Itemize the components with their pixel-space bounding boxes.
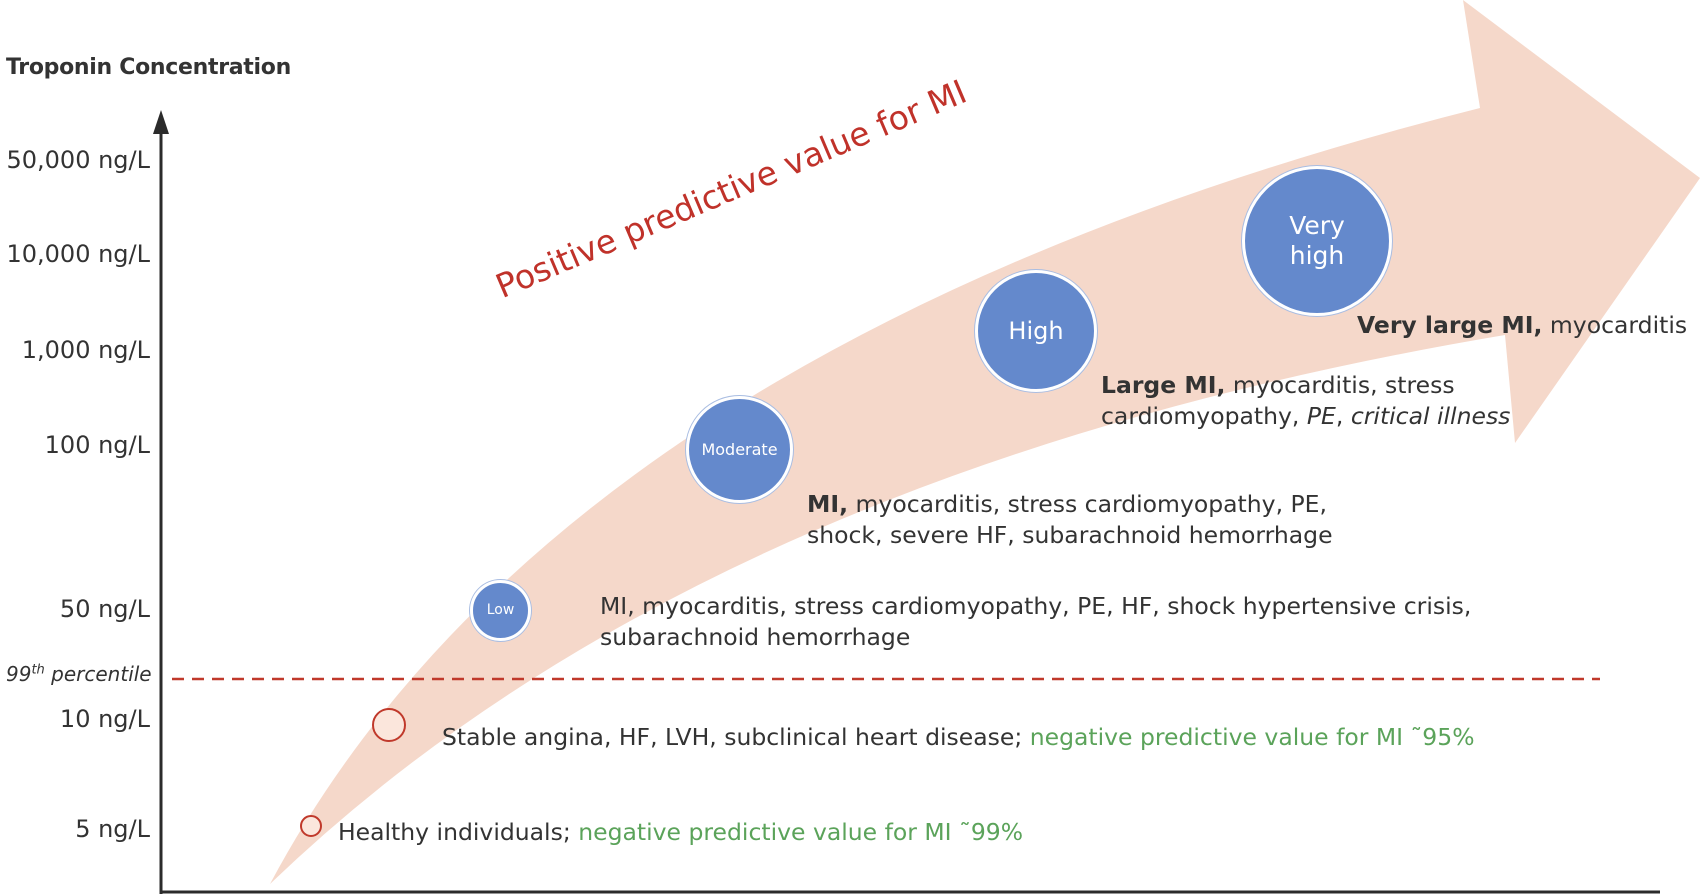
y-axis-title: Troponin Concentration bbox=[6, 55, 291, 80]
percentile-label: 99th percentile bbox=[6, 662, 152, 686]
y-axis-arrowhead bbox=[153, 110, 169, 134]
tick-label: 10 ng/L bbox=[59, 705, 150, 733]
desc-10: Stable angina, HF, LVH, subclinical hear… bbox=[442, 723, 1475, 751]
level-circle-high: High bbox=[975, 270, 1097, 392]
desc-very-high: Very large MI, myocarditis bbox=[1357, 311, 1688, 339]
level-label: Moderate bbox=[701, 439, 778, 459]
desc-low: MI, myocarditis, stress cardiomyopathy, … bbox=[600, 592, 1472, 651]
level-circle-low: Low bbox=[470, 580, 531, 641]
level-label: high bbox=[1289, 241, 1345, 270]
desc-high: Large MI, myocarditis, stress cardiomyop… bbox=[1101, 371, 1511, 430]
tick-label: 1,000 ng/L bbox=[21, 336, 150, 364]
desc-5: Healthy individuals; negative predictive… bbox=[338, 818, 1024, 846]
tick-label: 50,000 ng/L bbox=[6, 146, 150, 174]
level-circle-very-high: Very high bbox=[1242, 166, 1392, 316]
tick-label: 5 ng/L bbox=[75, 815, 150, 843]
tick-label: 100 ng/L bbox=[44, 431, 150, 459]
level-label: Low bbox=[486, 602, 515, 619]
level-label: High bbox=[1008, 316, 1064, 345]
tick-label: 10,000 ng/L bbox=[6, 240, 150, 268]
tick-label: 50 ng/L bbox=[59, 595, 150, 623]
level-ring-5 bbox=[300, 815, 322, 837]
desc-moderate: MI, myocarditis, stress cardiomyopathy, … bbox=[807, 490, 1333, 549]
level-circle-moderate: Moderate bbox=[686, 396, 793, 503]
level-label: Very bbox=[1289, 211, 1345, 240]
level-ring-10 bbox=[372, 708, 406, 742]
